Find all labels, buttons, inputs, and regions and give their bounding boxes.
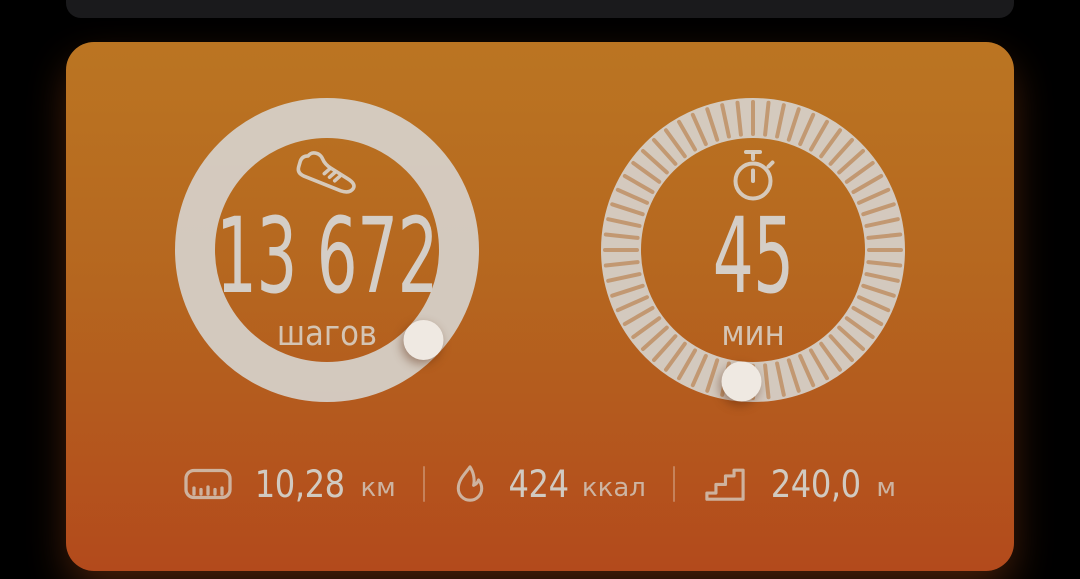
distance-stat: 10,28 км xyxy=(184,463,396,506)
stairs-icon xyxy=(702,464,748,504)
duration-ring[interactable]: 45 мин xyxy=(597,94,909,406)
duration-value: 45 xyxy=(712,195,794,317)
steps-label: шагов xyxy=(276,314,378,354)
duration-progress-ring xyxy=(601,98,905,402)
distance-value: 10,28 xyxy=(254,462,345,506)
previous-card-edge[interactable] xyxy=(66,0,1014,18)
climb-unit: м xyxy=(876,472,896,503)
steps-value: 13 672 xyxy=(216,195,439,317)
climb-value: 240,0 xyxy=(770,462,861,506)
distance-unit: км xyxy=(360,472,396,503)
divider xyxy=(422,466,425,502)
calories-unit: ккал xyxy=(581,472,646,503)
steps-progress-cap xyxy=(403,320,444,360)
flame-icon xyxy=(452,462,488,506)
shoe-icon xyxy=(290,148,364,206)
stats-row: 10,28 км 424 ккал 240,0 м xyxy=(66,460,1014,508)
ruler-icon xyxy=(184,468,232,500)
divider xyxy=(672,466,675,502)
calories-stat: 424 ккал xyxy=(452,462,646,506)
duration-label: мин xyxy=(721,314,785,354)
calories-value: 424 xyxy=(508,462,569,506)
steps-ring[interactable]: 13 672 шагов xyxy=(171,94,483,406)
climb-stat: 240,0 м xyxy=(702,463,896,506)
activity-summary-card[interactable]: 13 672 шагов xyxy=(66,42,1014,571)
rings-row: 13 672 шагов xyxy=(66,94,1014,406)
steps-progress-ring xyxy=(175,98,479,402)
stopwatch-icon xyxy=(726,148,780,206)
duration-progress-cap xyxy=(721,361,762,402)
